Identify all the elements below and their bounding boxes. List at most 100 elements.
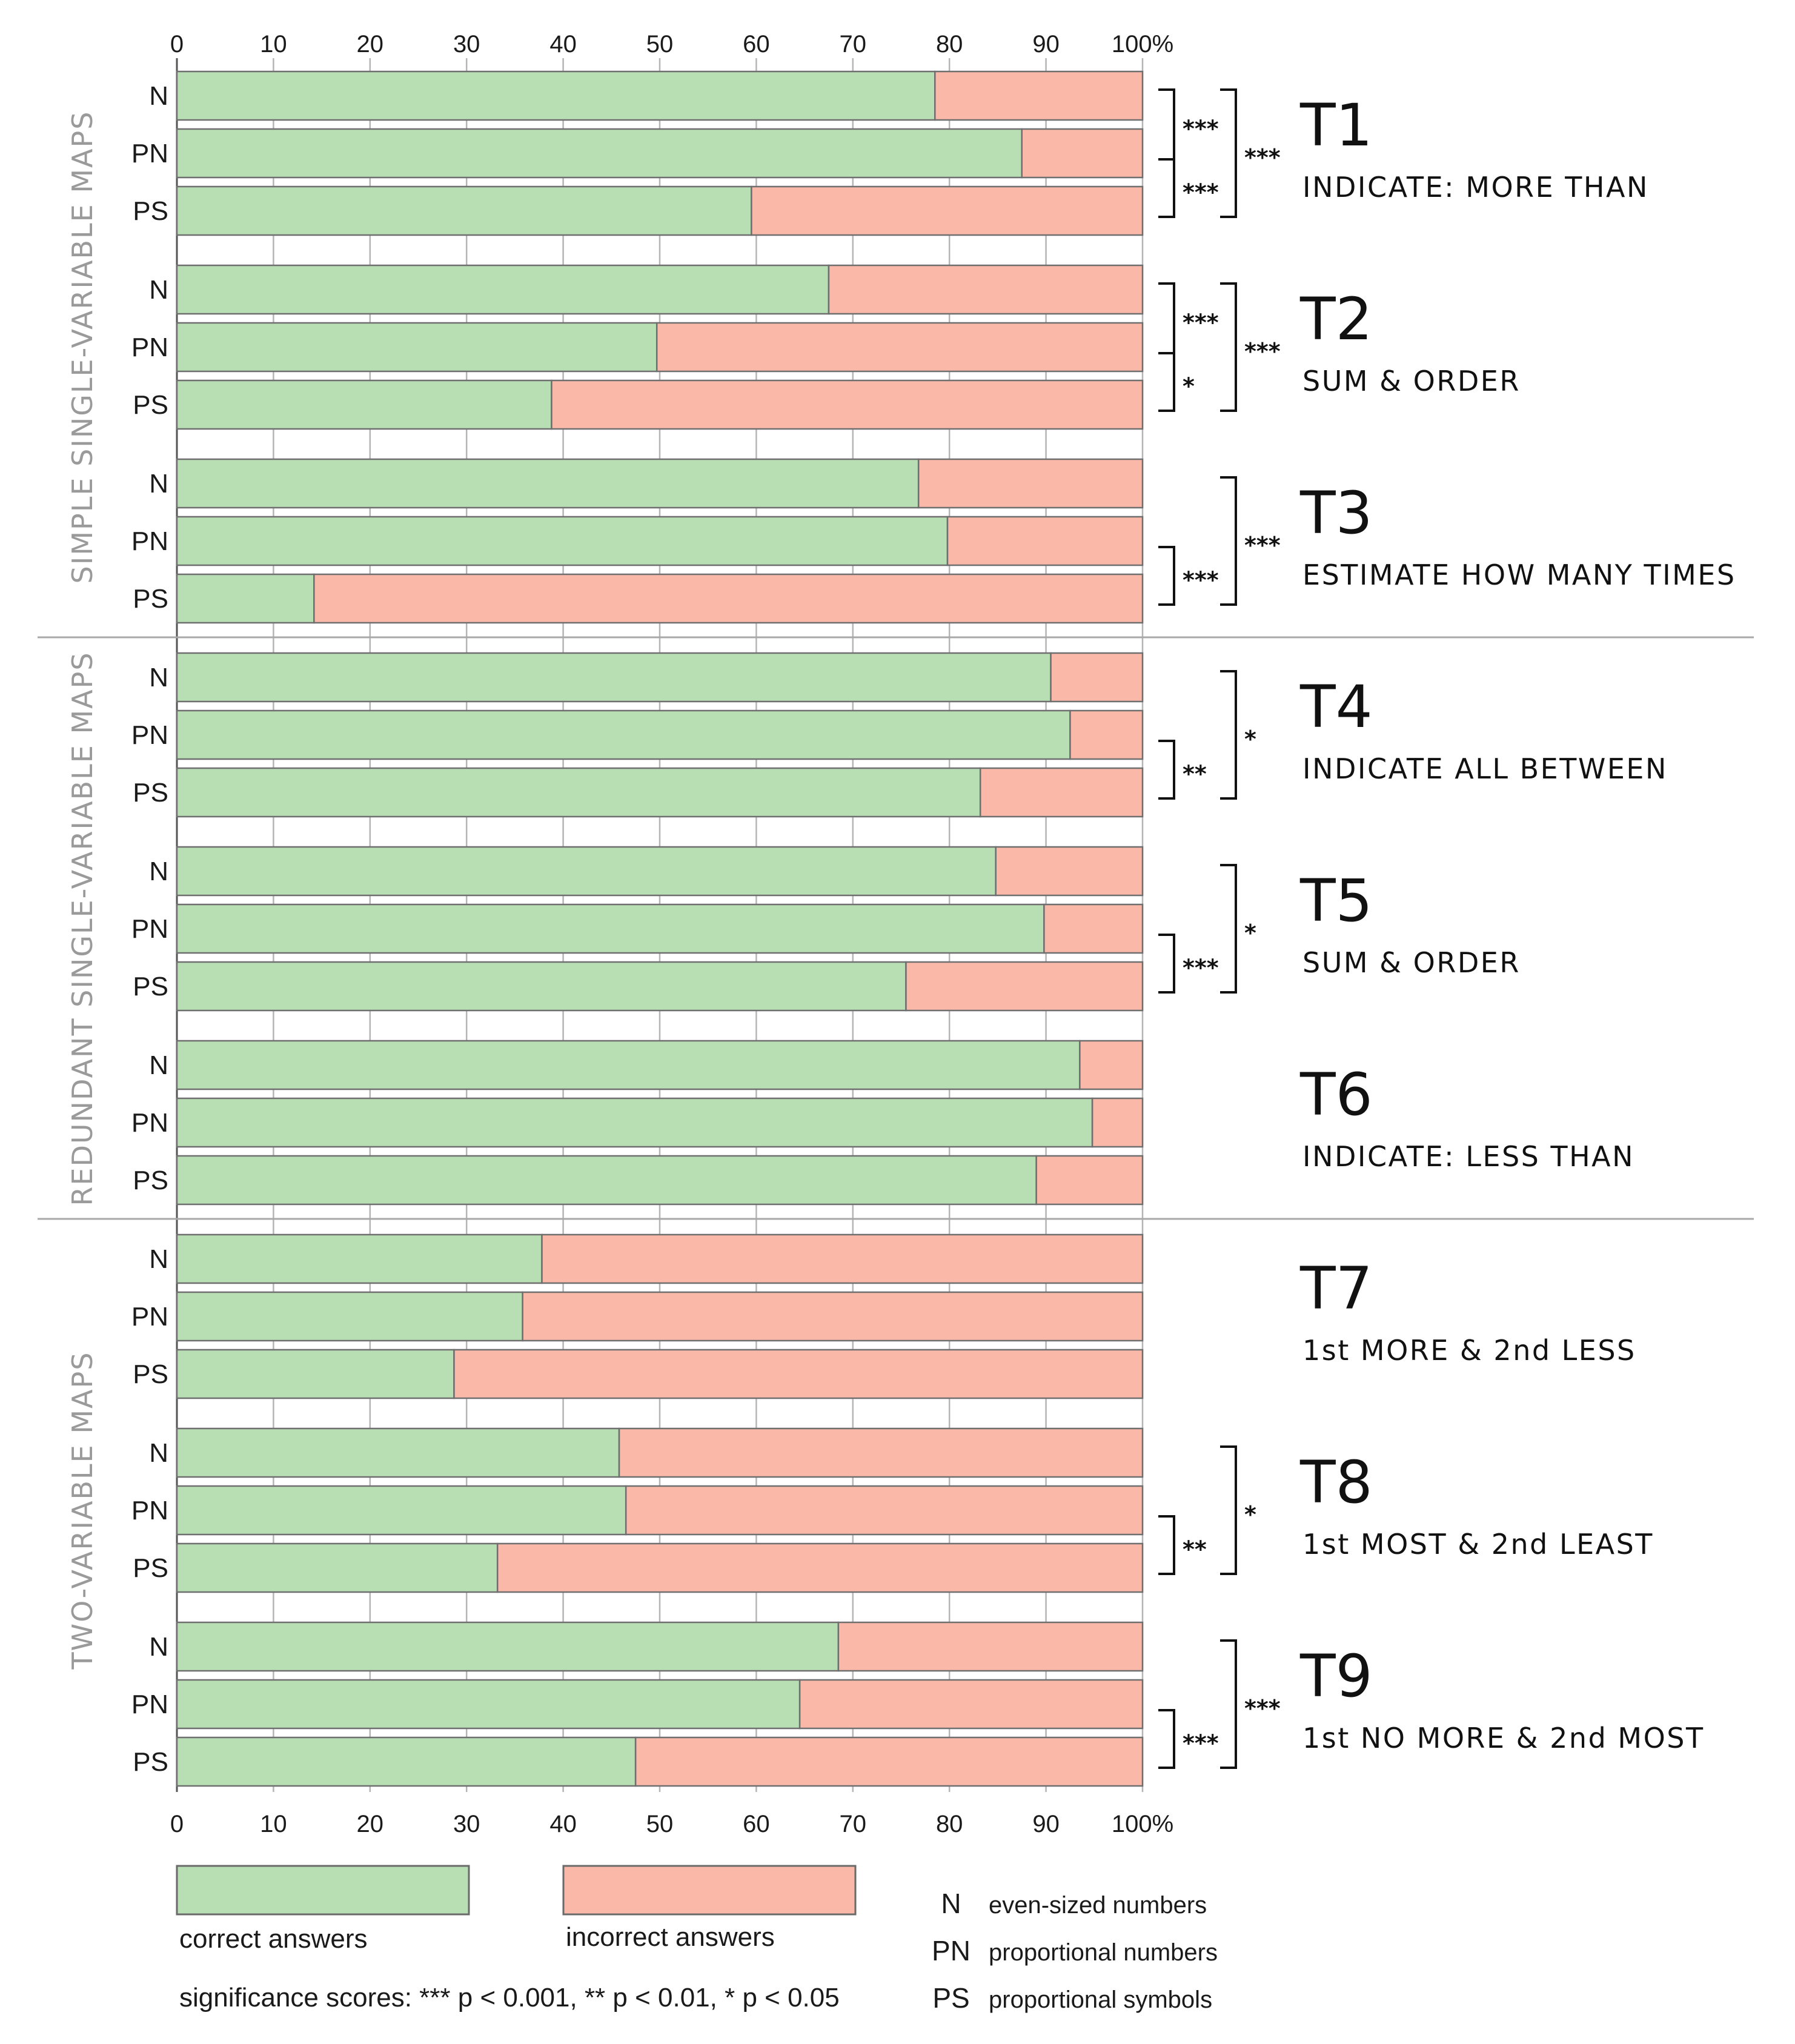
task-code: T3 [1299, 479, 1373, 547]
bar-incorrect [828, 264, 1144, 315]
bar-incorrect [496, 1542, 1144, 1593]
x-tick-label-top: 90 [1032, 31, 1060, 58]
sig-n-ps-label: *** [1244, 144, 1281, 171]
x-tick-label-bottom: 10 [260, 1811, 287, 1837]
sig-pn-ps-bracket [1158, 740, 1175, 800]
x-tick-label-top: 0 [170, 31, 184, 58]
axes: 0 0 10 10 20 20 30 30 40 40 50 50 60 60 70 70 80 80 90 90 10… [170, 31, 1173, 1837]
bar-incorrect [625, 1485, 1144, 1536]
sig-pn-ps-bracket [1158, 158, 1175, 218]
legend-desc-pn: proportional numbers [989, 1939, 1218, 1966]
task-subtitle: SUM & ORDER [1302, 365, 1521, 397]
bar-correct [176, 128, 1023, 179]
bar-incorrect [1021, 128, 1144, 179]
bar-correct [176, 264, 830, 315]
sig-n-ps-label: * [1244, 726, 1256, 752]
row-label-pn: PN [131, 914, 168, 944]
group-labels: SIMPLE SINGLE-VARIABLE MAPS REDUNDANT SIN… [66, 111, 99, 1670]
sig-n-ps-label: * [1244, 1501, 1256, 1528]
row-label-ps: PS [133, 1166, 168, 1195]
row-label-ps: PS [133, 584, 168, 614]
bar-incorrect [905, 961, 1144, 1012]
bar-correct [176, 652, 1052, 703]
bar-incorrect [917, 458, 1144, 509]
row-label-ps: PS [133, 778, 168, 808]
sig-n-ps-label: *** [1244, 1695, 1281, 1722]
sig-pn-ps-label: ** [1183, 761, 1207, 788]
bar-correct [176, 1485, 627, 1536]
x-tick-label-bottom: 60 [743, 1811, 770, 1837]
sig-n-ps-label: * [1244, 920, 1256, 946]
bar-correct [176, 185, 752, 236]
sig-n-ps-bracket [1220, 282, 1237, 412]
legend-label-incorrect: incorrect answers [566, 1922, 775, 1952]
row-label-pn: PN [131, 720, 168, 750]
task-subtitle: 1st NO MORE & 2nd MOST [1302, 1722, 1705, 1754]
bar-incorrect [1035, 1155, 1144, 1206]
sig-pn-ps-bracket [1158, 934, 1175, 994]
bar-correct [176, 322, 658, 373]
row-label-n: N [149, 1050, 168, 1080]
bar-correct [176, 458, 920, 509]
bar-incorrect [751, 185, 1144, 236]
row-label-n: N [149, 663, 168, 692]
x-tick-label-bottom: 100% [1112, 1811, 1173, 1837]
legend-key-n: N [941, 1888, 961, 1919]
sig-n-ps-label: *** [1244, 338, 1281, 365]
sig-n-ps-bracket [1220, 670, 1237, 800]
bar-correct [176, 1427, 620, 1478]
task-code: T2 [1299, 285, 1373, 353]
bar-incorrect [453, 1349, 1144, 1399]
sig-pn-ps-label: *** [1183, 955, 1219, 981]
x-tick-label-top: 80 [936, 31, 963, 58]
bar-incorrect [1069, 709, 1144, 760]
sig-pn-ps-bracket [1158, 352, 1175, 412]
bar-correct [176, 1621, 840, 1672]
x-tick-label-bottom: 70 [840, 1811, 867, 1837]
legend-label-correct: correct answers [179, 1924, 368, 1954]
sig-pn-ps-bracket [1158, 1515, 1175, 1575]
row-label-n: N [149, 1632, 168, 1662]
x-tick-label-bottom: 40 [549, 1811, 577, 1837]
bar-incorrect [979, 767, 1144, 818]
sig-pn-ps-label: *** [1183, 567, 1219, 594]
bars [176, 70, 1144, 1787]
bar-correct [176, 767, 981, 818]
bar-correct [176, 70, 936, 121]
legend-desc-n: even-sized numbers [989, 1892, 1207, 1919]
sig-n-ps-bracket [1220, 1445, 1237, 1575]
sig-n-ps-label: *** [1244, 532, 1281, 559]
legend-desc-ps: proportional symbols [989, 1986, 1212, 2013]
bar-correct [176, 1349, 455, 1399]
significance-brackets: ************************************** [1158, 88, 1281, 1769]
x-tick-label-bottom: 30 [453, 1811, 480, 1837]
bar-correct [176, 1040, 1081, 1090]
task-code: T5 [1299, 867, 1373, 935]
bar-correct [176, 1736, 637, 1787]
sig-n-ps-bracket [1220, 88, 1237, 218]
task-labels: T1 INDICATE: MORE THAN T2 SUM & ORDER T3 ESTI… [1299, 91, 1734, 1754]
row-label-n: N [149, 275, 168, 305]
bar-correct [176, 1542, 499, 1593]
legend: correct answers incorrect answers signif… [176, 1865, 1218, 2014]
x-tick-label-top: 70 [840, 31, 867, 58]
task-code: T9 [1299, 1642, 1373, 1710]
task-subtitle: INDICATE ALL BETWEEN [1302, 752, 1668, 785]
row-label-n: N [149, 1438, 168, 1468]
bar-incorrect [995, 846, 1144, 897]
bar-correct [176, 846, 997, 897]
row-label-n: N [149, 857, 168, 886]
row-label-ps: PS [133, 196, 168, 226]
task-subtitle: INDICATE: MORE THAN [1302, 171, 1649, 204]
row-label-pn: PN [131, 1690, 168, 1719]
bar-incorrect [798, 1679, 1144, 1730]
x-tick-label-bottom: 50 [646, 1811, 674, 1837]
task-subtitle: INDICATE: LESS THAN [1302, 1140, 1634, 1173]
task-subtitle: 1st MOST & 2nd LEAST [1302, 1528, 1654, 1561]
x-tick-label-top: 10 [260, 31, 287, 58]
bar-correct [176, 1291, 523, 1342]
x-tick-label-top: 60 [743, 31, 770, 58]
bar-incorrect [634, 1736, 1144, 1787]
bar-correct [176, 573, 315, 624]
x-tick-label-top: 50 [646, 31, 674, 58]
